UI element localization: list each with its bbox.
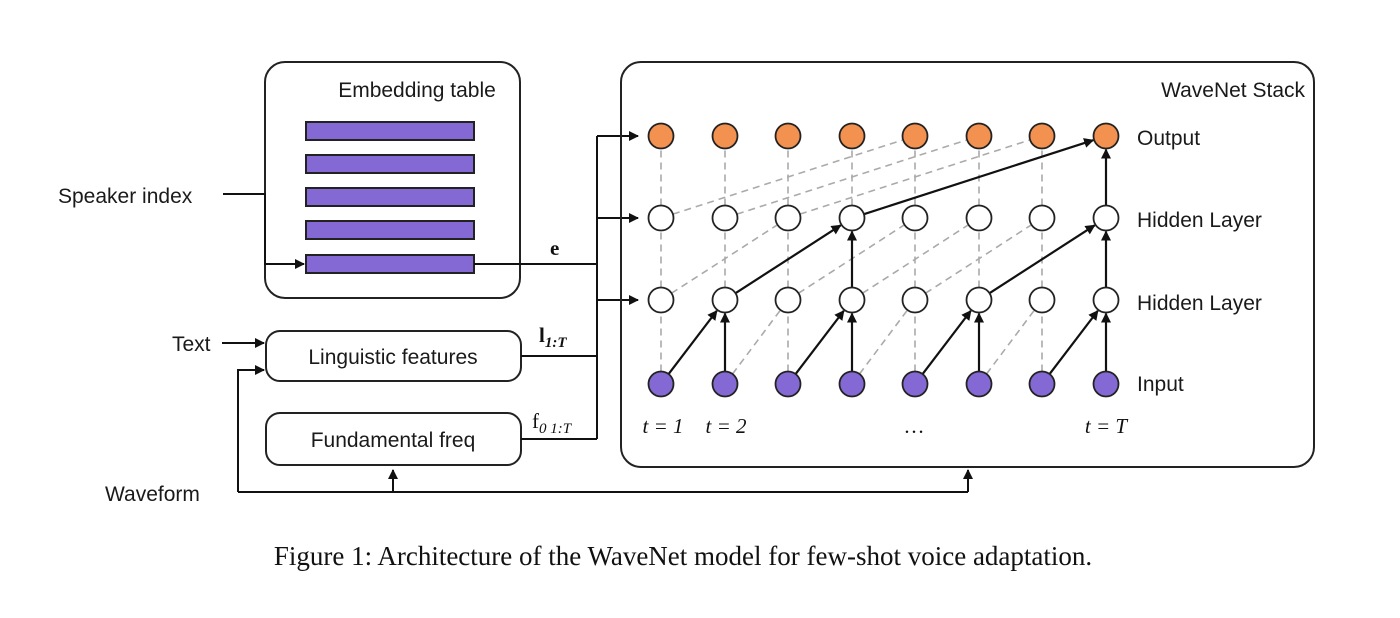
dashed-edge <box>736 139 967 215</box>
hidden-node <box>647 286 675 314</box>
input-node <box>965 370 993 398</box>
embedding-table: Embedding table <box>264 61 521 299</box>
figure-caption: Figure 1: Architecture of the WaveNet mo… <box>274 541 1092 571</box>
time-label-2: t = 2 <box>705 414 747 438</box>
hidden-node <box>711 204 739 232</box>
wavenet-stack-title: WaveNet Stack <box>1161 79 1305 102</box>
hidden-node <box>711 286 739 314</box>
hidden-node <box>1028 204 1056 232</box>
hidden-node <box>838 286 866 314</box>
embedding-row <box>305 187 475 207</box>
hidden-node <box>901 204 929 232</box>
time-label-ellipsis: … <box>904 414 925 438</box>
hidden-node <box>965 204 993 232</box>
output-node <box>1092 122 1120 150</box>
speaker-index-label: Speaker index <box>58 185 193 208</box>
waveform-to-linguistic-arrow <box>237 365 265 492</box>
hidden-layer-top-label: Hidden Layer <box>1137 209 1262 232</box>
dashed-edge <box>858 310 908 375</box>
linguistic-features-label: Linguistic features <box>308 346 477 369</box>
time-label-1: t = 1 <box>642 414 683 438</box>
wavenet-stack-box <box>620 61 1315 468</box>
output-node <box>965 122 993 150</box>
output-layer-label: Output <box>1137 127 1200 150</box>
input-node <box>774 370 802 398</box>
dashed-edge <box>799 139 1030 215</box>
hidden-node <box>774 286 802 314</box>
input-node <box>1028 370 1056 398</box>
active-edge-arrow <box>734 224 842 295</box>
hidden-node <box>774 204 802 232</box>
waveform-label: Waveform <box>105 483 200 506</box>
output-node <box>711 122 739 150</box>
embedding-row <box>305 220 475 240</box>
input-layer-label: Input <box>1137 373 1184 396</box>
speaker-index-arrow <box>223 193 305 269</box>
embedding-row-selected <box>305 254 475 274</box>
hidden-node <box>1028 286 1056 314</box>
embedding-table-title: Embedding table <box>338 79 496 102</box>
hidden-node <box>1092 286 1120 314</box>
input-node <box>901 370 929 398</box>
input-node <box>711 370 739 398</box>
active-edge-arrow <box>794 309 845 375</box>
active-edges <box>667 138 1111 375</box>
fundamental-freq-label: Fundamental freq <box>311 429 476 452</box>
hidden-layer-bottom-label: Hidden Layer <box>1137 292 1262 315</box>
active-edge-arrow <box>1048 309 1099 375</box>
embedding-row <box>305 121 475 141</box>
output-node <box>647 122 675 150</box>
output-node <box>901 122 929 150</box>
input-node <box>1092 370 1120 398</box>
active-edge-arrow <box>921 309 972 375</box>
output-node <box>774 122 802 150</box>
active-edge-arrow <box>667 309 718 375</box>
linguistic-symbol-l: l1:T <box>539 323 567 351</box>
active-edge-arrow <box>863 138 1095 216</box>
dashed-edge <box>671 224 778 294</box>
hidden-node <box>965 286 993 314</box>
hidden-node <box>838 204 866 232</box>
wavenet-nodes <box>647 122 1120 398</box>
embedding-row <box>305 154 475 174</box>
dashed-edge <box>672 139 903 215</box>
dashed-edges <box>660 139 1107 375</box>
output-node <box>1028 122 1056 150</box>
input-node <box>647 370 675 398</box>
dashed-edge <box>731 310 781 375</box>
time-label-T: t = T <box>1085 414 1129 438</box>
f0-symbol: f0 1:T <box>532 409 573 437</box>
active-edge-arrow <box>988 224 1096 295</box>
embedding-vector-e: e <box>550 236 559 260</box>
hidden-node <box>1092 204 1120 232</box>
embedding-table-box <box>264 61 521 299</box>
dashed-edge <box>985 310 1035 375</box>
output-node <box>838 122 866 150</box>
text-label: Text <box>172 333 211 356</box>
dashed-edge <box>925 224 1032 294</box>
hidden-node <box>647 204 675 232</box>
hidden-node <box>901 286 929 314</box>
input-node <box>838 370 866 398</box>
dashed-edge <box>862 224 969 294</box>
